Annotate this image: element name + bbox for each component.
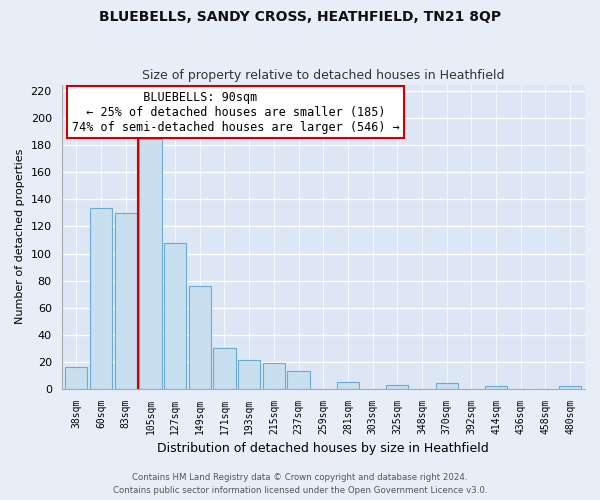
Bar bbox=[188, 286, 211, 388]
Bar bbox=[115, 213, 137, 388]
Text: BLUEBELLS, SANDY CROSS, HEATHFIELD, TN21 8QP: BLUEBELLS, SANDY CROSS, HEATHFIELD, TN21… bbox=[99, 10, 501, 24]
Bar bbox=[164, 242, 186, 388]
Title: Size of property relative to detached houses in Heathfield: Size of property relative to detached ho… bbox=[142, 69, 505, 82]
Bar bbox=[436, 384, 458, 388]
Text: Contains HM Land Registry data © Crown copyright and database right 2024.
Contai: Contains HM Land Registry data © Crown c… bbox=[113, 473, 487, 495]
Bar bbox=[386, 384, 409, 388]
Text: BLUEBELLS: 90sqm
  ← 25% of detached houses are smaller (185)
74% of semi-detach: BLUEBELLS: 90sqm ← 25% of detached house… bbox=[72, 90, 400, 134]
Bar bbox=[238, 360, 260, 388]
Bar bbox=[287, 371, 310, 388]
Bar bbox=[139, 138, 161, 388]
X-axis label: Distribution of detached houses by size in Heathfield: Distribution of detached houses by size … bbox=[157, 442, 489, 455]
Bar bbox=[337, 382, 359, 388]
Y-axis label: Number of detached properties: Number of detached properties bbox=[15, 149, 25, 324]
Bar bbox=[559, 386, 581, 388]
Bar bbox=[90, 208, 112, 388]
Bar bbox=[263, 363, 285, 388]
Bar bbox=[65, 367, 88, 388]
Bar bbox=[214, 348, 236, 389]
Bar bbox=[485, 386, 507, 388]
